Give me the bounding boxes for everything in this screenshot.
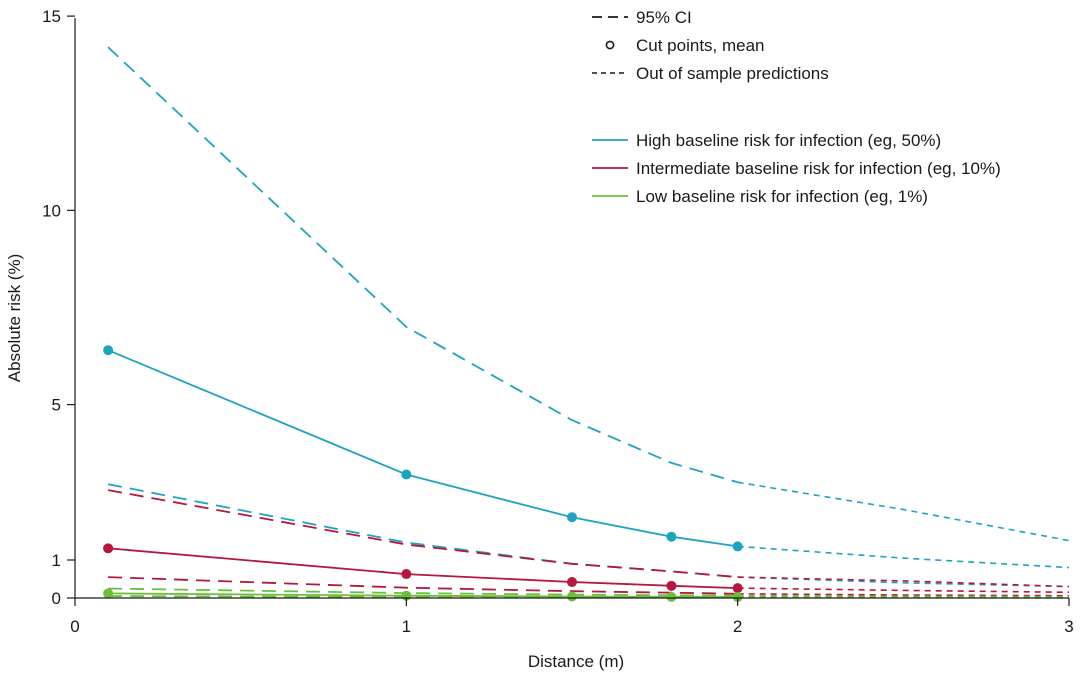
x-axis-ticks: 0 1 2 3 (70, 598, 1074, 636)
cut-point-marker (401, 469, 412, 480)
legend-swatch (605, 40, 615, 50)
prediction-upper-line (737, 481, 1070, 542)
legend-label: Low baseline risk for infection (eg, 1%) (636, 187, 928, 206)
legend: 95% CI Cut points, mean Out of sample pred… (592, 8, 1001, 206)
cut-point-marker (666, 580, 677, 591)
legend-series-1: High baseline risk for infection (eg, 50… (592, 131, 941, 150)
cut-point-marker (567, 512, 577, 523)
cut-point-marker (567, 591, 577, 602)
legend-series-3: Low baseline risk for infection (eg, 1%) (592, 187, 928, 206)
series-1 (103, 46, 1070, 588)
x-tick-label: 0 (70, 617, 79, 636)
ci-upper-line (107, 46, 738, 484)
ci-lower-line (108, 576, 738, 595)
legend-label: High baseline risk for infection (eg, 50… (636, 131, 941, 150)
legend-style-1: 95% CI (592, 8, 692, 27)
y-axis-title: Absolute risk (%) (5, 254, 24, 382)
series-3 (103, 587, 1070, 603)
legend-label: Cut points, mean (636, 36, 765, 55)
cut-point-marker (666, 531, 677, 542)
x-axis-title: Distance (m) (528, 652, 624, 671)
x-tick-label: 3 (1064, 617, 1073, 636)
mean-line (107, 349, 738, 548)
x-tick-label: 2 (733, 617, 742, 636)
cut-point-marker (567, 577, 577, 588)
y-tick-label: 10 (42, 201, 61, 220)
cut-point-marker (103, 588, 114, 599)
ci-upper-line (107, 489, 738, 578)
prediction-upper-line (737, 576, 1070, 588)
y-tick-label: 0 (52, 589, 61, 608)
cut-point-marker (103, 345, 114, 356)
cut-point-marker (666, 591, 677, 602)
y-tick-label: 15 (42, 7, 61, 26)
series-2 (103, 489, 1070, 597)
cut-point-marker (732, 583, 743, 594)
legend-label: Intermediate baseline risk for infection… (636, 159, 1001, 178)
legend-label: 95% CI (636, 8, 692, 27)
y-tick-label: 5 (52, 396, 61, 415)
prediction-mean-line (737, 545, 1070, 569)
prediction-lower-line (737, 593, 1070, 597)
x-tick-label: 1 (402, 617, 411, 636)
y-tick-label: 1 (52, 551, 61, 570)
cut-point-marker (732, 541, 743, 552)
legend-style-2: Cut points, mean (605, 36, 765, 55)
legend-series-2: Intermediate baseline risk for infection… (592, 159, 1001, 178)
cut-point-marker (401, 569, 412, 580)
legend-style-3: Out of sample predictions (592, 64, 829, 83)
series-layer (103, 46, 1070, 603)
cut-point-marker (103, 543, 114, 554)
cut-point-marker (732, 592, 743, 603)
prediction-mean-line (737, 587, 1070, 594)
legend-label: Out of sample predictions (636, 64, 829, 83)
mean-line (108, 547, 738, 589)
